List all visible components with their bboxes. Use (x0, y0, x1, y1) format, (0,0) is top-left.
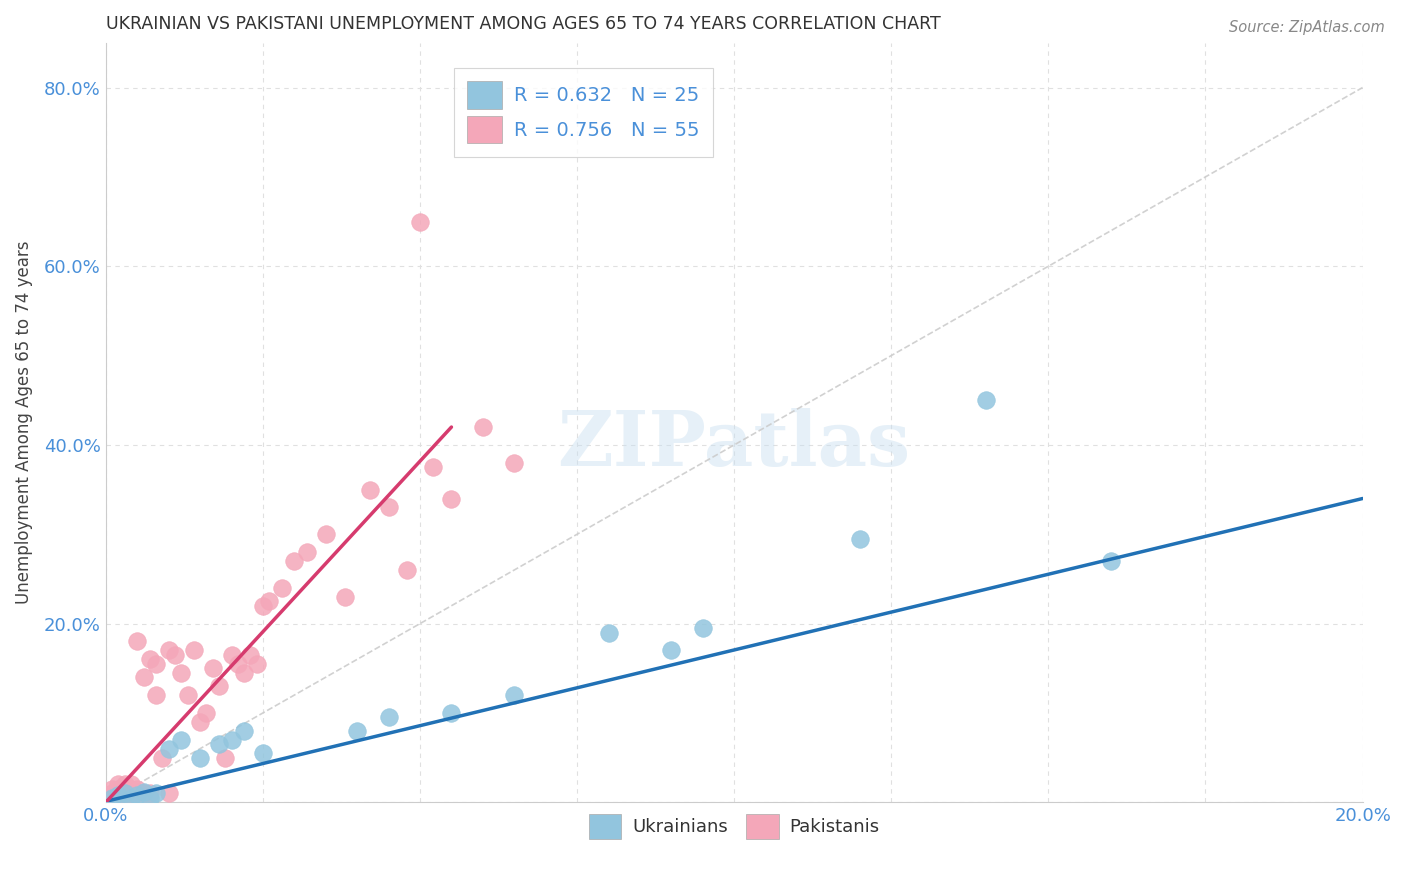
Point (107, 781, 129, 796)
Point (132, 784, 155, 798)
Point (120, 786, 142, 800)
Point (974, 393, 997, 408)
Point (377, 500, 399, 515)
Point (152, 750, 174, 764)
Point (157, 786, 180, 800)
Point (422, 460, 444, 475)
Point (127, 786, 149, 800)
Point (359, 483, 381, 497)
Point (139, 786, 162, 800)
Text: UKRAINIAN VS PAKISTANI UNEMPLOYMENT AMONG AGES 65 TO 74 YEARS CORRELATION CHART: UKRAINIAN VS PAKISTANI UNEMPLOYMENT AMON… (105, 15, 941, 33)
Point (346, 723, 368, 738)
Point (201, 661, 224, 675)
Point (145, 786, 167, 800)
Point (176, 688, 198, 702)
Point (208, 737, 231, 751)
Point (283, 554, 305, 568)
Point (503, 688, 526, 702)
Point (849, 532, 872, 546)
Point (139, 790, 162, 805)
Point (214, 750, 236, 764)
Point (396, 563, 419, 577)
Point (107, 777, 129, 791)
Y-axis label: Unemployment Among Ages 65 to 74 years: Unemployment Among Ages 65 to 74 years (15, 241, 32, 604)
Point (188, 714, 211, 729)
Point (120, 781, 142, 796)
Point (127, 781, 149, 796)
Point (183, 643, 205, 657)
Point (246, 657, 269, 671)
Point (315, 527, 337, 541)
Point (170, 665, 193, 680)
Text: Source: ZipAtlas.com: Source: ZipAtlas.com (1229, 20, 1385, 35)
Point (114, 790, 136, 805)
Point (195, 706, 218, 720)
Point (239, 648, 262, 662)
Point (114, 781, 136, 796)
Point (661, 643, 683, 657)
Point (440, 706, 463, 720)
Point (440, 491, 463, 506)
Point (127, 634, 149, 648)
Point (107, 790, 129, 805)
Point (139, 652, 162, 666)
Point (208, 679, 231, 693)
Point (170, 732, 193, 747)
Legend: Ukrainians, Pakistanis: Ukrainians, Pakistanis (582, 806, 887, 847)
Point (157, 643, 180, 657)
Point (1099, 554, 1122, 568)
Point (692, 621, 714, 635)
Point (120, 777, 142, 791)
Point (101, 790, 124, 805)
Point (257, 594, 280, 608)
Point (145, 657, 167, 671)
Point (114, 777, 136, 791)
Point (132, 786, 155, 800)
Point (127, 788, 149, 802)
Point (333, 590, 356, 604)
Point (107, 786, 129, 800)
Point (114, 786, 136, 800)
Point (101, 790, 124, 805)
Point (132, 670, 155, 684)
Point (157, 741, 180, 756)
Point (114, 786, 136, 800)
Point (101, 781, 124, 796)
Point (221, 648, 243, 662)
Point (252, 746, 274, 760)
Point (120, 790, 142, 805)
Point (503, 456, 526, 470)
Text: ZIPatlas: ZIPatlas (558, 409, 911, 483)
Point (188, 750, 211, 764)
Point (377, 710, 399, 724)
Point (221, 732, 243, 747)
Point (471, 420, 494, 434)
Point (107, 788, 129, 802)
Point (233, 723, 256, 738)
Point (270, 581, 292, 595)
Point (252, 599, 274, 613)
Point (101, 786, 124, 800)
Point (163, 648, 186, 662)
Point (226, 657, 249, 671)
Point (233, 665, 256, 680)
Point (295, 545, 318, 559)
Point (598, 625, 620, 640)
Point (409, 214, 432, 228)
Point (145, 688, 167, 702)
